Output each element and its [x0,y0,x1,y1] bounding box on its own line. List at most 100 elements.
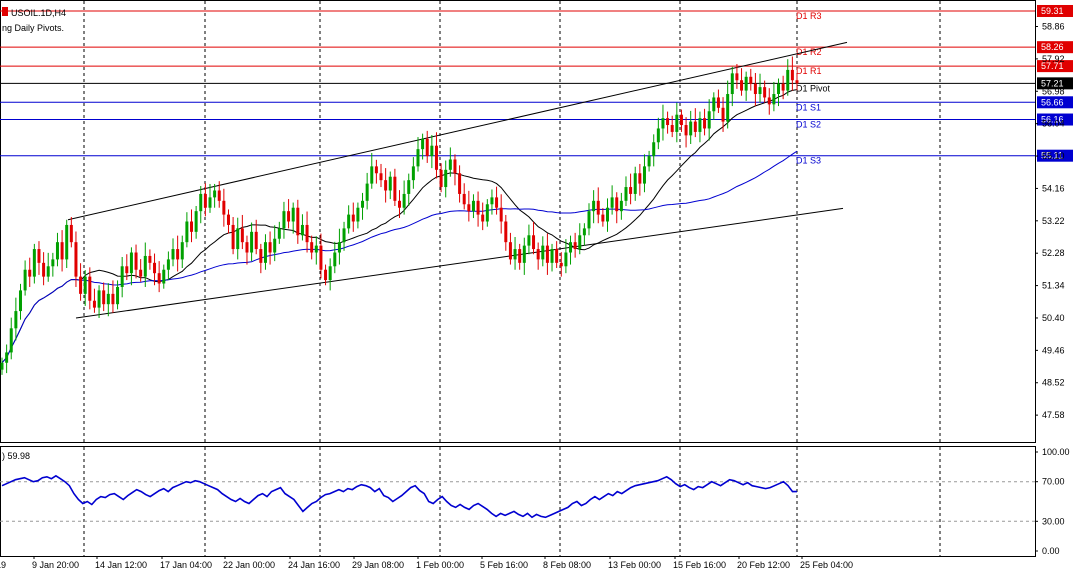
candle-body [772,94,776,105]
price-tick-label: 52.28 [1042,248,1065,258]
candle-body [226,214,230,225]
ma-slow-line [1,150,798,364]
candle-body [407,180,411,194]
candle-body [5,352,9,363]
candle-body [143,255,147,277]
candle-body [203,193,207,208]
candle-body [236,228,240,250]
candle-body [425,138,429,157]
candle-body [199,193,203,212]
candle-body [176,249,180,260]
trend-line [75,207,844,319]
candle-body [758,87,762,95]
candle-body [55,242,59,260]
candle-body [296,207,300,236]
time-label: 13 Feb 00:00 [608,560,661,570]
candle-body [37,249,41,263]
pivot-label: D1 S1 [796,102,821,112]
candle-body [310,242,314,253]
rsi-tick-label: 100.00 [1042,447,1070,457]
rsi-pane [0,446,1036,557]
candle-body [166,259,170,270]
candle-body [753,83,757,95]
candle-body [675,114,679,132]
candle-body [356,207,360,222]
candle-body [707,111,711,129]
candle-body [684,125,688,136]
candle-body [337,242,341,253]
candle-body [564,252,568,267]
candle-body [495,197,499,208]
time-label: 22 Jan 00:00 [223,560,275,570]
candle-body [527,235,531,246]
candle-body [384,180,388,191]
candle-body [180,242,184,260]
candle-body [467,204,471,212]
rsi-indicator [0,474,1035,522]
price-tag [1037,4,1073,17]
candle-body [416,149,420,167]
price-tag-text: 55.11 [1041,151,1063,161]
candle-body [65,224,69,260]
candle-body [541,245,545,260]
candle-body [263,242,267,263]
candle-body [333,252,337,267]
rsi-axis: 100.00 70.00 30.00 0.00 [1035,447,1070,556]
candle-body [74,242,78,277]
candle-body [370,166,374,184]
candle-body [670,125,674,132]
pivot-label: D1 S2 [796,120,821,130]
candle-body [767,97,771,105]
candle-body [689,121,693,136]
candle-body [642,166,646,184]
candle-body [231,224,235,250]
candle-body [120,266,124,287]
candle-body [148,255,152,263]
candle-body [351,214,355,222]
candle-body [300,224,304,236]
candle-body [633,173,637,194]
candle-body [9,328,13,353]
candle-body [162,269,166,284]
candle-body [97,290,101,308]
candle-body [462,193,466,205]
price-tick-label: 48.52 [1042,378,1065,388]
candle-body [661,118,665,129]
candle-body [134,252,138,270]
price-tag-text: 56.16 [1041,115,1064,125]
indicator-label: ng Daily Pivots. [2,23,64,33]
candle-body [578,235,582,250]
candle-body [347,214,351,229]
candle-body [596,200,600,215]
candle-body [740,80,744,91]
candle-body [592,200,596,212]
candle-body [361,200,365,208]
candle-body [693,121,697,132]
candle-body [569,242,573,253]
candle-body [624,187,628,201]
candle-body [324,269,328,281]
price-tick-label: 49.46 [1042,345,1065,355]
candle-body [744,76,748,91]
candle-body [388,176,392,191]
candle-body [379,173,383,181]
candle-body [42,262,46,277]
candle-body [453,159,457,174]
pivot-label: D1 R2 [796,47,822,57]
candle-body [421,138,425,150]
candle-body [679,114,683,126]
candle-body [481,214,485,222]
candle-body [273,238,277,253]
time-label: 9 Jan 20:00 [32,560,79,570]
pivot-label: D1 R3 [796,11,822,21]
candle-body [559,262,563,267]
candle-body [51,259,55,267]
candle-body [139,269,143,277]
candle-body [619,200,623,212]
candle-body [129,252,133,274]
candle-body [532,235,536,250]
candle-body [328,266,332,281]
time-label: 17 Jan 04:00 [160,560,212,570]
candle-body [735,73,739,81]
